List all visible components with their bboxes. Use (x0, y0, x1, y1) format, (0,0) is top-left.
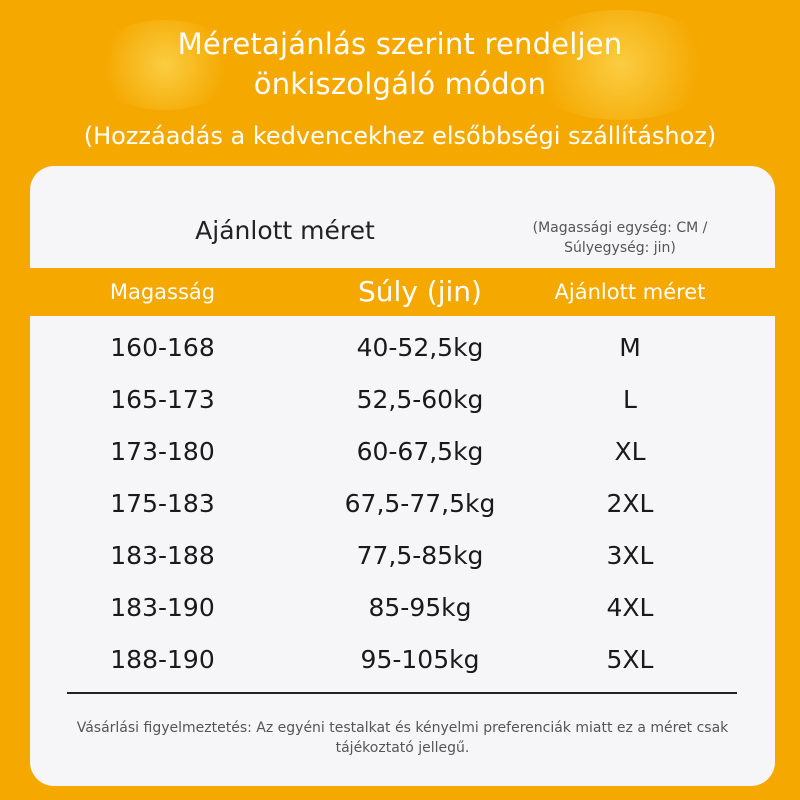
weight-cell: 85-95kg (368, 593, 472, 622)
size-chart-card: Ajánlott méret (Magassági egység: CM / S… (30, 166, 775, 786)
height-cell: 165-173 (110, 385, 215, 414)
weight-cell: 95-105kg (360, 645, 480, 674)
table-row: 175-183 67,5-77,5kg 2XL (30, 478, 775, 530)
table-row: 183-190 85-95kg 4XL (30, 582, 775, 634)
size-cell: 4XL (606, 593, 654, 622)
height-cell: 160-168 (110, 333, 215, 362)
page-header: Méretajánlás szerint rendeljen önkiszolg… (0, 0, 800, 152)
size-cell: 3XL (606, 541, 654, 570)
page-subtitle: (Hozzáadás a kedvencekhez elsőbbségi szá… (83, 122, 717, 150)
height-cell: 183-188 (110, 541, 215, 570)
size-cell: 5XL (606, 645, 654, 674)
height-cell: 188-190 (110, 645, 215, 674)
weight-cell: 77,5-85kg (356, 541, 484, 570)
table-row: 173-180 60-67,5kg XL (30, 426, 775, 478)
weight-cell: 67,5-77,5kg (344, 489, 496, 518)
size-chart-title: Ajánlott méret (195, 216, 375, 245)
weight-cell: 52,5-60kg (356, 385, 484, 414)
weight-cell: 40-52,5kg (356, 333, 484, 362)
size-cell: M (619, 333, 641, 362)
column-header-weight: Súly (jin) (358, 275, 482, 308)
column-header-height: Magasság (109, 280, 216, 304)
unit-note: (Magassági egység: CM / Súlyegység: jin) (532, 220, 708, 256)
table-divider (67, 692, 737, 694)
page-title-line-1: Méretajánlás szerint rendeljen (177, 27, 623, 61)
table-row: 160-168 40-52,5kg M (30, 322, 775, 374)
size-cell: L (623, 385, 637, 414)
background-glow (520, 10, 720, 120)
weight-cell: 60-67,5kg (356, 437, 484, 466)
column-header-size: Ajánlott méret (554, 280, 706, 304)
height-cell: 173-180 (110, 437, 215, 466)
background-glow (90, 20, 240, 110)
table-row: 188-190 95-105kg 5XL (30, 634, 775, 686)
size-cell: 2XL (606, 489, 654, 518)
table-body: 160-168 40-52,5kg M 165-173 52,5-60kg L … (30, 322, 775, 686)
table-row: 165-173 52,5-60kg L (30, 374, 775, 426)
table-row: 183-188 77,5-85kg 3XL (30, 530, 775, 582)
table-header: Magasság Súly (jin) Ajánlott méret (30, 268, 775, 316)
height-cell: 175-183 (110, 489, 215, 518)
height-cell: 183-190 (110, 593, 215, 622)
size-cell: XL (614, 437, 646, 466)
page-title-line-2: önkiszolgáló módon (253, 67, 547, 101)
purchase-notice: Vásárlási figyelmeztetés: Az egyéni test… (76, 720, 729, 756)
